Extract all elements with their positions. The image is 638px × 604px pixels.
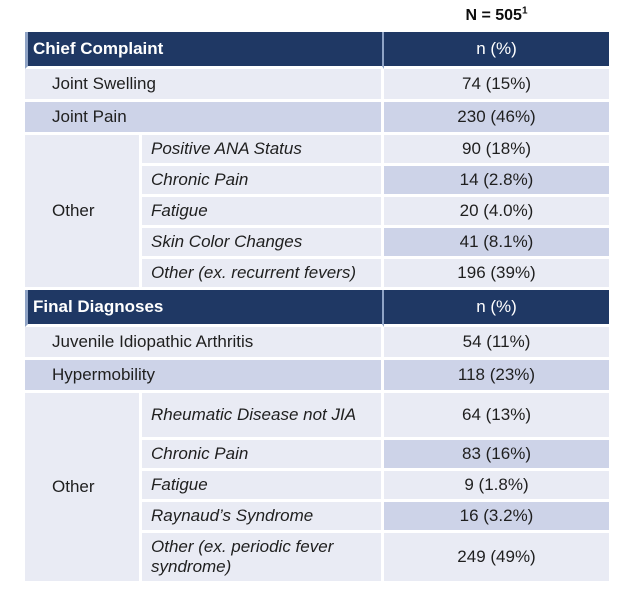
table-row: Juvenile Idiopathic Arthritis 54 (11%): [25, 327, 609, 360]
table-row: Fatigue 9 (1.8%): [25, 471, 609, 502]
sub-row-label: Positive ANA Status: [142, 135, 384, 166]
sub-row-value: 196 (39%): [384, 259, 609, 290]
row-label: Hypermobility: [25, 360, 384, 393]
table-row: Fatigue 20 (4.0%): [25, 197, 609, 228]
group-label: Other: [25, 393, 142, 584]
table-row: Other Rheumatic Disease not JIA 64 (13%): [25, 393, 609, 584]
value-column-header: n (%): [384, 32, 609, 69]
sub-row-value: 16 (3.2%): [384, 502, 609, 533]
sub-row-value: 249 (49%): [384, 533, 609, 584]
table-row: Other Positive ANA Status 90 (18%): [25, 135, 609, 290]
table-row: Chronic Pain 83 (16%): [25, 440, 609, 471]
sub-row-label: Chronic Pain: [142, 166, 384, 197]
summary-table-body: Chief Complaint n (%) Joint Swelling 74 (15…: [25, 32, 609, 584]
table-row: Skin Color Changes 41 (8.1%): [25, 228, 609, 259]
section-title: Final Diagnoses: [25, 290, 384, 327]
table-row: Raynaud’s Syndrome 16 (3.2%): [25, 502, 609, 533]
sub-row-label: Chronic Pain: [142, 440, 384, 471]
table-row: Other (ex. recurrent fevers) 196 (39%): [25, 259, 609, 290]
sub-row-value: 20 (4.0%): [384, 197, 609, 228]
sub-row-value: 41 (8.1%): [384, 228, 609, 259]
total-n-text: N = 505: [465, 7, 522, 24]
row-value: 74 (15%): [384, 69, 609, 102]
sub-row-label: Rheumatic Disease not JIA: [142, 393, 384, 440]
section-header-row: Chief Complaint n (%): [25, 32, 609, 69]
sub-row-label: Other (ex. recurrent fevers): [142, 259, 384, 290]
sub-row-value: 14 (2.8%): [384, 166, 609, 197]
row-value: 230 (46%): [384, 102, 609, 135]
sub-row-label: Skin Color Changes: [142, 228, 384, 259]
table-row: Chronic Pain 14 (2.8%): [25, 166, 609, 197]
table-row: Hypermobility 118 (23%): [25, 360, 609, 393]
row-label: Joint Pain: [25, 102, 384, 135]
row-value: 54 (11%): [384, 327, 609, 360]
table-caption-row: N = 5051: [25, 5, 609, 28]
row-label: Joint Swelling: [25, 69, 384, 102]
row-label: Juvenile Idiopathic Arthritis: [25, 327, 384, 360]
footnote-superscript: 1: [521, 5, 528, 17]
table-row: Joint Swelling 74 (15%): [25, 69, 609, 102]
sub-row-value: 9 (1.8%): [384, 471, 609, 502]
section-header-row: Final Diagnoses n (%): [25, 290, 609, 327]
sub-row-value: 83 (16%): [384, 440, 609, 471]
sub-row-label: Fatigue: [142, 471, 384, 502]
table-row: Other (ex. periodic fever syndrome) 249 (…: [25, 533, 609, 584]
sub-row-label: Fatigue: [142, 197, 384, 228]
sub-row-value: 90 (18%): [384, 135, 609, 166]
section-title: Chief Complaint: [25, 32, 384, 69]
value-column-header: n (%): [384, 290, 609, 327]
summary-table: Chief Complaint n (%) Joint Swelling 74 (15…: [25, 32, 609, 584]
sub-row-label: Raynaud’s Syndrome: [142, 502, 384, 533]
sub-row-label: Other (ex. periodic fever syndrome): [142, 533, 384, 584]
table-row: Joint Pain 230 (46%): [25, 102, 609, 135]
group-label: Other: [25, 135, 142, 290]
sub-row-value: 64 (13%): [384, 393, 609, 440]
total-n-label: N = 5051: [384, 5, 609, 25]
row-value: 118 (23%): [384, 360, 609, 393]
